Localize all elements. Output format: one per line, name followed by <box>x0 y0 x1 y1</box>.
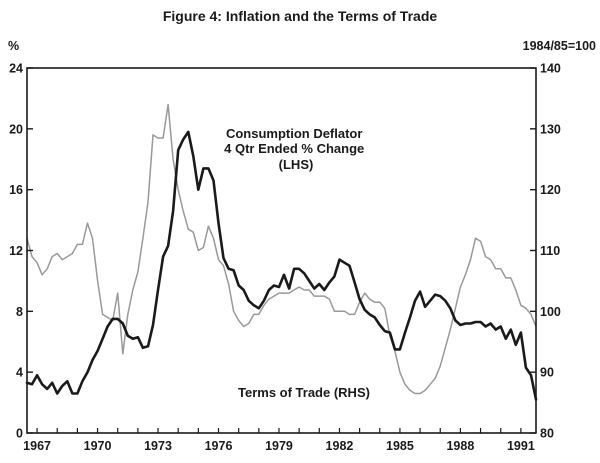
left-tick-label: 0 <box>16 427 23 441</box>
deflator-label: Consumption Deflator 4 Qtr Ended % Chang… <box>224 126 368 172</box>
left-tick-label: 8 <box>16 305 23 319</box>
left-tick-label: 4 <box>16 366 23 380</box>
right-tick-label: 120 <box>540 183 561 197</box>
deflator-label-line-1: Consumption Deflator <box>226 126 363 141</box>
chart-title: Figure 4: Inflation and the Terms of Tra… <box>163 8 438 24</box>
x-tick-label: 1970 <box>84 439 112 453</box>
left-axis-unit: % <box>8 39 19 53</box>
left-tick-label: 20 <box>9 122 23 136</box>
right-tick-label: 110 <box>540 244 560 258</box>
right-tick-label: 140 <box>540 62 561 76</box>
x-tick-label: 1973 <box>144 439 172 453</box>
axis-layer: 0 4 8 12 16 20 24 80 90 100 110 120 130 140 1967 1970 19… <box>9 62 561 454</box>
x-tick-label: 1979 <box>265 439 293 453</box>
x-tick-label: 1988 <box>446 439 474 453</box>
left-tick-label: 24 <box>9 62 23 76</box>
consumption-deflator-line <box>25 130 538 401</box>
x-tick-label: 1976 <box>205 439 233 453</box>
x-tick-label: 1991 <box>507 439 535 453</box>
x-tick-label: 1982 <box>326 439 354 453</box>
deflator-label-line-2: 4 Qtr Ended % Change <box>224 141 364 156</box>
left-tick-label: 16 <box>9 183 23 197</box>
right-tick-label: 130 <box>540 122 561 136</box>
right-tick-label: 90 <box>540 366 554 380</box>
right-tick-label: 100 <box>540 305 561 319</box>
right-axis-unit: 1984/85=100 <box>523 39 596 53</box>
right-tick-label: 80 <box>540 427 554 441</box>
terms-of-trade-label: Terms of Trade (RHS) <box>238 385 370 400</box>
left-tick-label: 12 <box>9 244 23 258</box>
series-layer <box>25 103 538 401</box>
deflator-label-line-3: (LHS) <box>279 157 314 172</box>
plot-frame <box>26 67 537 434</box>
x-tick-label: 1985 <box>386 439 414 453</box>
x-tick-label: 1967 <box>23 439 51 453</box>
